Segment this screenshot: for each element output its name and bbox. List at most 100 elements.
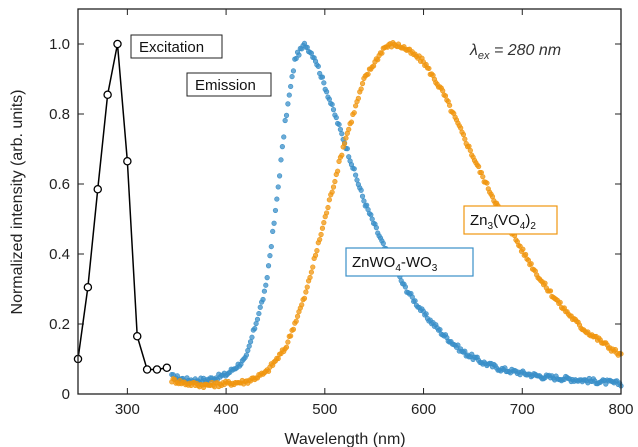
emission-point: [289, 73, 295, 80]
emission-point: [358, 187, 364, 193]
emission-point: [271, 220, 277, 226]
emission-point: [260, 296, 266, 303]
emission-point: [467, 147, 473, 154]
emission-point: [325, 204, 331, 211]
emission-point: [329, 101, 335, 108]
emission-point: [296, 52, 302, 58]
excitation-label: Excitation: [139, 39, 204, 56]
emission-point: [267, 253, 273, 259]
excitation-point: [103, 90, 112, 100]
emission-point: [466, 143, 472, 149]
excitation-point: [142, 365, 152, 374]
emission-point: [318, 231, 324, 238]
emission-point: [442, 93, 449, 99]
y-axis-label: Normalized intensity (arb. units): [9, 90, 26, 315]
emission-point: [301, 295, 308, 301]
emission-point: [304, 284, 310, 290]
emission-point: [261, 288, 267, 294]
emission-point: [277, 173, 283, 179]
emission-label: Emission: [195, 77, 256, 94]
emission-point: [368, 212, 374, 218]
emission-point: [339, 131, 345, 137]
emission-point: [243, 352, 250, 358]
emission-point: [353, 103, 359, 109]
emission-point: [263, 282, 269, 288]
emission-point: [315, 63, 321, 69]
emission-point: [278, 157, 284, 163]
emission-point: [542, 280, 548, 286]
plot-frame: [77, 8, 622, 395]
emission-point: [380, 240, 386, 246]
emission-point: [336, 121, 342, 128]
emission-point: [330, 184, 337, 190]
excitation-wavelength-label: λex = 280 nm: [469, 42, 561, 62]
emission-point: [290, 326, 297, 332]
emission-point: [346, 154, 352, 160]
emission-point: [423, 311, 429, 317]
excitation-point: [113, 39, 122, 49]
emission-point: [253, 320, 259, 327]
y-tick-label: 0.2: [49, 316, 70, 333]
emission-point: [326, 197, 332, 203]
emission-point: [275, 355, 281, 362]
emission-point: [319, 74, 326, 80]
emission-point: [282, 117, 288, 124]
x-tick-label: 700: [510, 401, 535, 418]
emission-point: [268, 243, 274, 250]
emission-point: [285, 339, 291, 345]
emission-point: [462, 348, 468, 354]
emission-point: [285, 101, 291, 107]
excitation-box: [130, 34, 223, 59]
emission-point: [523, 251, 529, 258]
emission-point: [476, 163, 482, 170]
emission-point: [299, 302, 305, 308]
y-tick-label: 1.0: [49, 36, 70, 53]
emission-point: [329, 189, 335, 195]
emission-point: [375, 57, 381, 63]
emission-point: [557, 299, 563, 306]
emission-point: [346, 126, 352, 132]
emission-point: [293, 318, 299, 324]
emission-point: [254, 316, 261, 322]
emission-point: [283, 112, 290, 118]
emission-point: [343, 135, 349, 141]
emission-point: [369, 216, 375, 222]
x-tick-label: 600: [411, 401, 436, 418]
emission-point: [335, 168, 341, 174]
emission-point: [319, 225, 326, 231]
excitation-point: [162, 363, 172, 372]
emission-point: [333, 114, 339, 121]
emission-point: [353, 172, 359, 178]
excitation-point: [123, 156, 132, 166]
excitation-line: [77, 43, 167, 371]
emission-point: [365, 71, 371, 77]
emission-point: [303, 289, 309, 295]
emission-point: [437, 326, 443, 333]
emission-point: [288, 83, 294, 90]
emission-point: [246, 343, 252, 349]
y-tick-label: 0: [62, 386, 70, 403]
emission-point: [361, 198, 367, 204]
emission-point: [264, 275, 270, 281]
emission-point: [455, 342, 461, 348]
emission-point: [341, 141, 348, 147]
emission-point: [270, 228, 276, 235]
y-tick-label: 0.8: [49, 106, 70, 123]
emission-point: [321, 80, 327, 86]
znwo4-wo3-box: [345, 247, 474, 277]
emission-point: [326, 96, 332, 102]
emission-point: [351, 166, 357, 172]
emission-point: [290, 68, 297, 74]
emission-point: [265, 263, 272, 269]
axis-ticks: 300 400 500 600 700 800 0 0.2 0.4 0.6 0.8 1.0: [49, 9, 634, 418]
y-tick-label: 0.4: [49, 246, 70, 263]
emission-point: [317, 236, 323, 243]
emission-point: [354, 177, 360, 183]
emission-point: [528, 261, 534, 267]
znwo4-wo3-label: ZnWO4-WO3: [352, 254, 438, 274]
emission-point: [321, 220, 327, 226]
emission-point: [256, 310, 262, 317]
x-tick-label: 500: [312, 401, 337, 418]
emission-point: [323, 210, 330, 216]
